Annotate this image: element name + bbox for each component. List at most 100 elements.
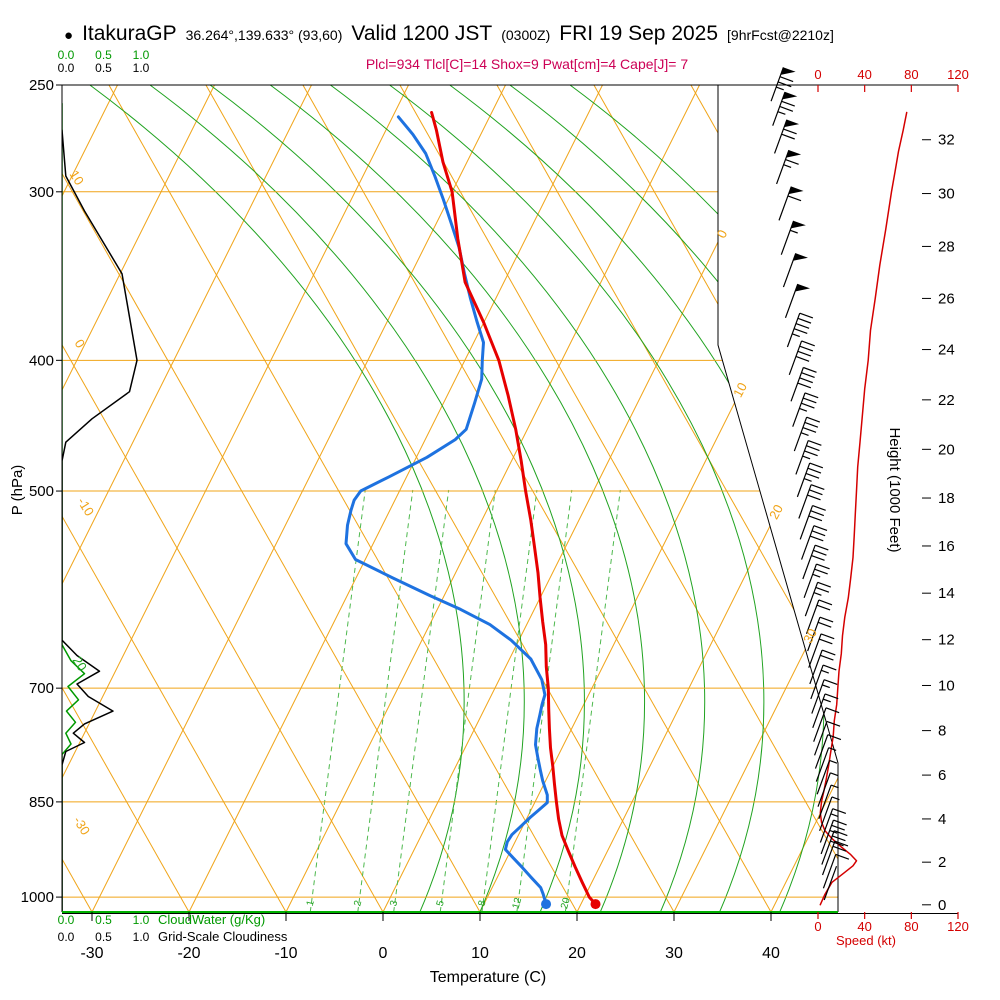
cloud-profiles bbox=[62, 102, 138, 912]
chart-text: 2 bbox=[352, 899, 364, 908]
plot-area bbox=[62, 85, 838, 912]
wind-barbs bbox=[770, 67, 850, 901]
chart-text: 0.0 bbox=[58, 48, 75, 62]
chart-text: 1.0 bbox=[133, 913, 150, 927]
chart-text: -10 bbox=[274, 945, 297, 962]
chart-text: 30 bbox=[938, 186, 955, 203]
chart-text: 300 bbox=[29, 184, 54, 201]
temperature-profile bbox=[430, 111, 597, 906]
chart-text: 1000 bbox=[21, 889, 54, 906]
chart-text: 0 bbox=[379, 945, 388, 962]
surface-markers bbox=[541, 899, 601, 910]
chart-text: 24 bbox=[938, 342, 955, 359]
chart-text: 20 bbox=[559, 896, 573, 910]
chart-text: 1 bbox=[305, 899, 317, 908]
chart-text: 10 bbox=[471, 945, 489, 962]
chart-text: 16 bbox=[938, 538, 955, 555]
chart-text: 12 bbox=[938, 632, 955, 649]
chart-text: P (hPa) bbox=[9, 465, 26, 516]
chart-text: 14 bbox=[938, 585, 955, 602]
pressure-gridlines bbox=[62, 191, 838, 898]
surface-temperature-dot bbox=[590, 899, 601, 910]
chart-text: 1.0 bbox=[133, 48, 150, 62]
mixing-ratio-labels: 1 2 3 5 8 12 20 bbox=[305, 896, 573, 910]
chart-text: 20 bbox=[938, 441, 955, 458]
chart-text: -20 bbox=[177, 945, 200, 962]
chart-text: 0.5 bbox=[95, 930, 112, 944]
chart-text: 30 bbox=[800, 626, 820, 646]
chart-text: 10 bbox=[67, 168, 87, 188]
station-marker-icon: ● bbox=[64, 27, 74, 44]
chart-text: 0.0 bbox=[58, 913, 75, 927]
station-name: ItakuraGP bbox=[82, 22, 177, 45]
chart-text: 30 bbox=[665, 945, 683, 962]
chart-text: -10 bbox=[74, 495, 97, 519]
title-bar: ● ItakuraGP 36.264°,139.633° (93,60) Val… bbox=[64, 22, 834, 46]
chart-text: 40 bbox=[762, 945, 780, 962]
chart-text: Temperature (C) bbox=[430, 969, 546, 986]
chart-text: 40 bbox=[857, 919, 871, 934]
dry-adiabat-lines bbox=[62, 85, 838, 912]
chart-text: 1.0 bbox=[133, 61, 150, 75]
chart-text: 2 bbox=[938, 854, 946, 871]
chart-text: 0.5 bbox=[95, 48, 112, 62]
chart-text: 0.0 bbox=[58, 930, 75, 944]
chart-text: 0 bbox=[814, 67, 821, 82]
chart-text: 22 bbox=[938, 392, 955, 409]
chart-text: 850 bbox=[29, 794, 54, 811]
chart-text: 3 bbox=[388, 899, 400, 908]
cloudwater-profile bbox=[62, 102, 86, 912]
chart-text: 20 bbox=[70, 654, 90, 674]
chart-text: 40 bbox=[857, 67, 871, 82]
chart-text: 8 bbox=[938, 723, 946, 740]
chart-text: 32 bbox=[938, 132, 955, 149]
chart-text: 0 bbox=[814, 919, 821, 934]
chart-text: 28 bbox=[938, 238, 955, 255]
chart-text: 1.0 bbox=[133, 930, 150, 944]
cloudiness-profile bbox=[62, 129, 138, 912]
chart-text: 12 bbox=[511, 896, 525, 910]
chart-text: 20 bbox=[568, 945, 586, 962]
surface-dewpoint-dot bbox=[541, 899, 552, 910]
sounding-indices: Plcl=934 Tlcl[C]=14 Shox=9 Pwat[cm]=4 Ca… bbox=[365, 56, 689, 72]
chart-text: 0 bbox=[72, 337, 89, 351]
valid-date: FRI 19 Sep 2025 bbox=[559, 22, 719, 45]
chart-text: CloudWater (g/Kg) bbox=[158, 912, 265, 927]
chart-text: 8 bbox=[476, 899, 488, 908]
chart-text: 6 bbox=[938, 767, 946, 784]
chart-text: 120 bbox=[947, 67, 969, 82]
dewpoint-profile bbox=[344, 115, 549, 906]
chart-text: 10 bbox=[938, 677, 955, 694]
chart-text: Speed (kt) bbox=[836, 933, 896, 948]
chart-text: -30 bbox=[70, 814, 93, 838]
station-coords: 36.264°,139.633° (93,60) bbox=[185, 27, 343, 43]
chart-text: Height (1000 Feet) bbox=[886, 427, 903, 552]
chart-text: -30 bbox=[80, 945, 103, 962]
chart-text: 0.0 bbox=[58, 61, 75, 75]
chart-text: 400 bbox=[29, 352, 54, 369]
chart-text: 5 bbox=[435, 899, 447, 908]
chart-text: 0 bbox=[938, 897, 946, 914]
chart-text: 250 bbox=[29, 77, 54, 94]
chart-text: 0 bbox=[714, 227, 731, 240]
chart-text: 26 bbox=[938, 290, 955, 307]
chart-text: 4 bbox=[938, 811, 946, 828]
chart-text: 20 bbox=[766, 502, 786, 522]
chart-text: 0.5 bbox=[95, 913, 112, 927]
chart-text: 0.5 bbox=[95, 61, 112, 75]
forecast-tag: [9hrFcst@2210z] bbox=[727, 27, 834, 43]
chart-text: Grid-Scale Cloudiness bbox=[158, 929, 288, 944]
chart-text: 18 bbox=[938, 490, 955, 507]
chart-text: 10 bbox=[730, 380, 750, 400]
chart-text: 700 bbox=[29, 680, 54, 697]
chart-text: 500 bbox=[29, 483, 54, 500]
sounding-profiles bbox=[344, 111, 597, 906]
isotherm-lines bbox=[62, 85, 838, 912]
valid-zulu: (0300Z) bbox=[501, 27, 551, 43]
chart-text: 80 bbox=[904, 67, 918, 82]
valid-time: Valid 1200 JST bbox=[351, 22, 493, 45]
chart-text: 120 bbox=[947, 919, 969, 934]
